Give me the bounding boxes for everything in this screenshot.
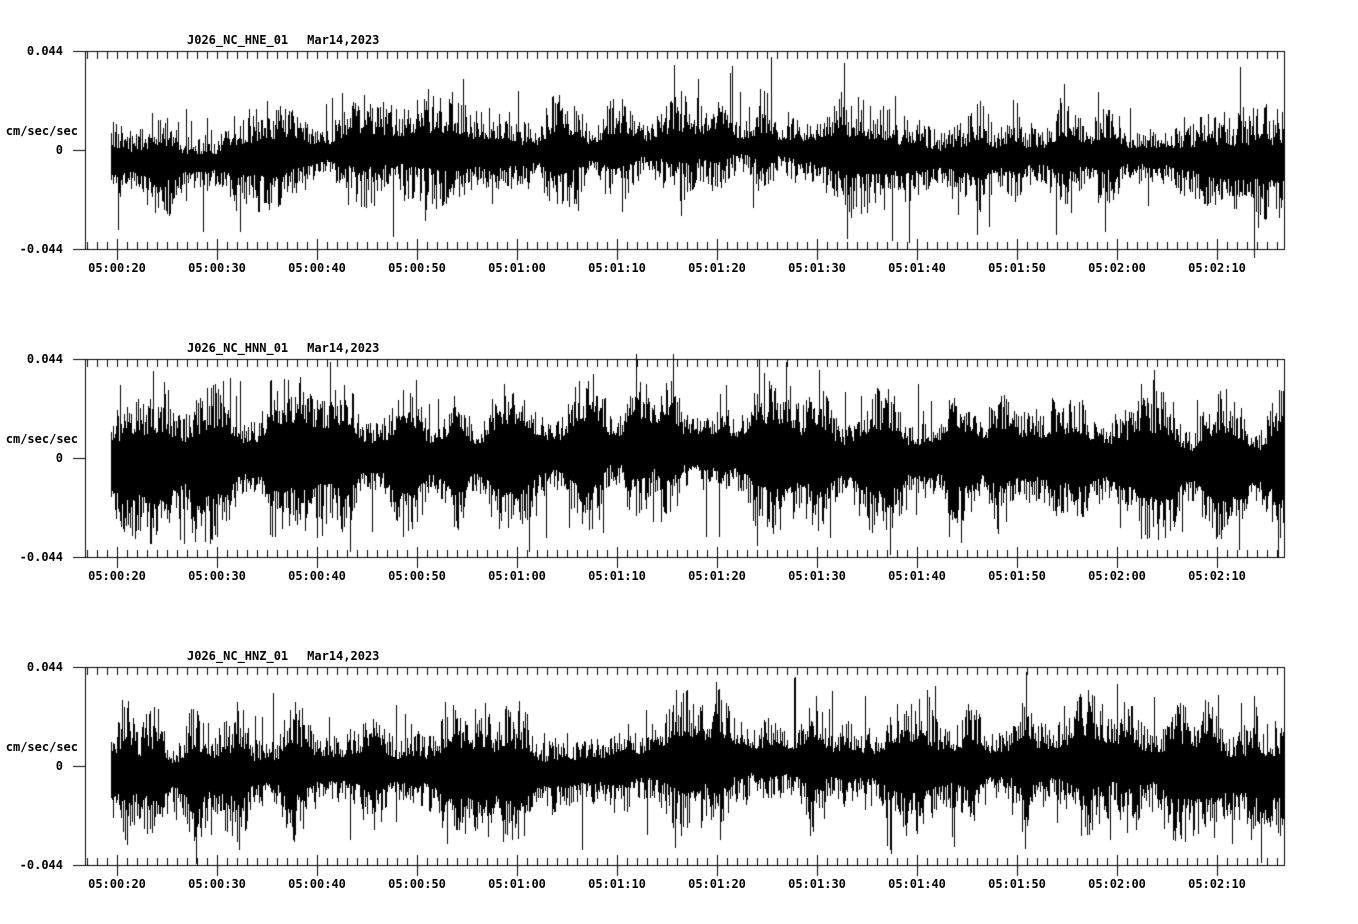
x-tick-label: 05:00:40 [288, 261, 346, 275]
x-tick-label: 05:01:10 [588, 261, 646, 275]
x-tick-label: 05:01:40 [888, 261, 946, 275]
y-axis-zero-label: 0 [55, 451, 63, 465]
y-axis-unit-label: cm/sec/sec [5, 432, 78, 446]
y-axis-max-label: 0.044 [26, 660, 63, 674]
x-tick-label: 05:00:50 [388, 261, 446, 275]
x-tick-label: 05:02:00 [1088, 261, 1146, 275]
trace-id: J026_NC_HNZ_01 [187, 649, 289, 663]
x-tick-label: 05:00:20 [88, 569, 146, 583]
seismogram-panel-hnz: J026_NC_HNZ_01 Mar14,2023 0.044 cm/sec/s… [0, 616, 1358, 924]
x-tick-label: 05:00:30 [188, 261, 246, 275]
trace-title: J026_NC_HNE_01 Mar14,2023 [187, 33, 379, 47]
x-tick-label: 05:01:40 [888, 569, 946, 583]
y-axis-zero-label: 0 [55, 759, 63, 773]
x-tick-label: 05:01:30 [788, 877, 846, 891]
x-tick-label: 05:01:30 [788, 261, 846, 275]
x-tick-label: 05:01:50 [988, 569, 1046, 583]
x-tick-label: 05:01:00 [488, 877, 546, 891]
y-axis-unit-label: cm/sec/sec [5, 740, 78, 754]
x-tick-label: 05:02:10 [1188, 569, 1246, 583]
x-tick-label: 05:02:10 [1188, 877, 1246, 891]
trace-title: J026_NC_HNZ_01 Mar14,2023 [187, 649, 379, 663]
x-tick-label: 05:00:40 [288, 569, 346, 583]
x-tick-label: 05:01:20 [688, 877, 746, 891]
x-tick-label: 05:01:50 [988, 877, 1046, 891]
x-tick-label: 05:00:50 [388, 877, 446, 891]
trace-id: J026_NC_HNN_01 [187, 341, 289, 355]
y-axis-min-label: -0.044 [19, 550, 63, 564]
x-tick-label: 05:01:10 [588, 877, 646, 891]
trace-id: J026_NC_HNE_01 [187, 33, 289, 47]
y-axis-unit-label: cm/sec/sec [5, 124, 78, 138]
x-tick-label: 05:02:00 [1088, 569, 1146, 583]
trace-date: Mar14,2023 [307, 341, 380, 355]
trace-date: Mar14,2023 [307, 33, 380, 47]
seismogram-panel-hnn: J026_NC_HNN_01 Mar14,2023 0.044 cm/sec/s… [0, 308, 1358, 616]
x-tick-label: 05:01:00 [488, 569, 546, 583]
x-tick-label: 05:00:40 [288, 877, 346, 891]
x-tick-label: 05:01:40 [888, 877, 946, 891]
trace-date: Mar14,2023 [307, 649, 380, 663]
x-tick-label: 05:00:30 [188, 569, 246, 583]
y-axis-min-label: -0.044 [19, 242, 63, 256]
y-axis-min-label: -0.044 [19, 858, 63, 872]
seismogram-panel-hne: J026_NC_HNE_01 Mar14,2023 0.044 cm/sec/s… [0, 0, 1358, 308]
x-tick-label: 05:00:30 [188, 877, 246, 891]
x-tick-label: 05:01:50 [988, 261, 1046, 275]
x-tick-label: 05:01:20 [688, 261, 746, 275]
y-axis-max-label: 0.044 [26, 44, 63, 58]
x-tick-label: 05:02:00 [1088, 877, 1146, 891]
y-axis-max-label: 0.044 [26, 352, 63, 366]
x-tick-label: 05:01:20 [688, 569, 746, 583]
x-tick-label: 05:01:30 [788, 569, 846, 583]
y-axis-zero-label: 0 [55, 143, 63, 157]
x-tick-label: 05:00:20 [88, 877, 146, 891]
x-tick-label: 05:01:10 [588, 569, 646, 583]
x-tick-label: 05:00:50 [388, 569, 446, 583]
x-tick-label: 05:01:00 [488, 261, 546, 275]
x-tick-label: 05:00:20 [88, 261, 146, 275]
x-tick-label: 05:02:10 [1188, 261, 1246, 275]
trace-title: J026_NC_HNN_01 Mar14,2023 [187, 341, 379, 355]
